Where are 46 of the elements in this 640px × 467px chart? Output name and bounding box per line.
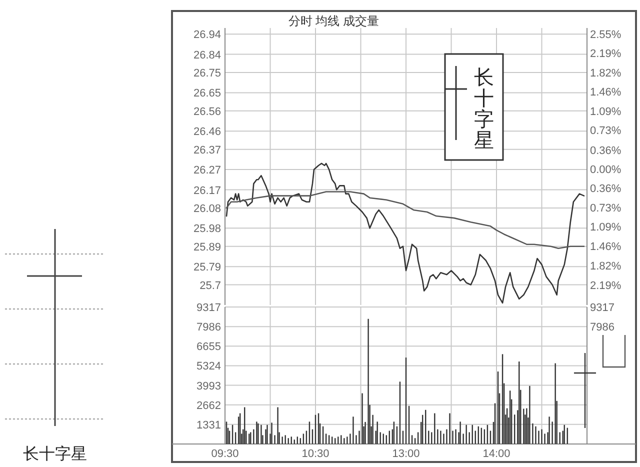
y2-tick-label: 1.82% <box>590 67 622 80</box>
y-tick-label: 25.7 <box>200 280 221 292</box>
y-tick-label: 26.08 <box>193 202 221 215</box>
x-tick-label: 10:30 <box>302 448 330 460</box>
y-tick-label: 3993 <box>196 380 221 392</box>
y-tick-label: 26.17 <box>193 184 221 197</box>
y-tick-label: 6655 <box>196 341 221 354</box>
y-tick-label: 5324 <box>196 360 221 373</box>
y2-tick-label: 1.09% <box>590 222 622 234</box>
y2-tick-label: 0.36% <box>590 182 622 195</box>
annotation: 长十字星 <box>474 67 494 152</box>
y-tick-label: 25.98 <box>193 223 221 236</box>
y-tick-label: 26.56 <box>193 106 221 118</box>
y-tick-label: 1331 <box>196 419 221 432</box>
y-tick-label: 9317 <box>196 302 221 314</box>
y2-tick-label: 0.00% <box>590 164 622 176</box>
y-tick-label: 26.46 <box>193 126 221 138</box>
chart-title: 分时 均线 成交量 <box>288 14 379 28</box>
y2-tick-label: 2.19% <box>590 48 622 60</box>
y2-tick-label: 1.09% <box>590 106 622 118</box>
y2-tick-label: 9317 <box>590 302 614 314</box>
y2-tick-label: 0.73% <box>590 202 622 215</box>
y-tick-label: 26.37 <box>193 144 221 156</box>
y2-tick-label: 2.19% <box>590 280 622 292</box>
x-tick-label: 13:00 <box>392 448 420 460</box>
y2-tick-label: 7986 <box>590 322 614 334</box>
text: 长十字星 <box>23 445 87 463</box>
y-tick-label: 25.89 <box>193 241 221 254</box>
y2-tick-label: 0.73% <box>590 125 622 138</box>
y-tick-label: 26.27 <box>193 164 221 177</box>
y2-tick-label: 0.36% <box>590 144 622 157</box>
line-series <box>226 162 585 304</box>
y2-tick-label: 2.55% <box>590 28 622 41</box>
y-tick-label: 26.94 <box>193 29 221 42</box>
line-series <box>226 191 585 250</box>
y2-tick-label: 1.46% <box>590 241 622 254</box>
x-tick-label: 09:30 <box>211 448 239 460</box>
y-tick-label: 26.65 <box>193 88 221 100</box>
y-tick-label: 2662 <box>196 400 221 412</box>
y-tick-label: 26.84 <box>193 49 221 62</box>
x-tick-label: 14:00 <box>482 448 510 460</box>
y2-tick-label: 1.46% <box>590 86 622 99</box>
y-tick-label: 26.75 <box>193 67 221 80</box>
y-tick-label: 7986 <box>196 322 221 334</box>
y-tick-label: 25.79 <box>193 262 221 274</box>
y2-tick-label: 1.82% <box>590 260 622 272</box>
